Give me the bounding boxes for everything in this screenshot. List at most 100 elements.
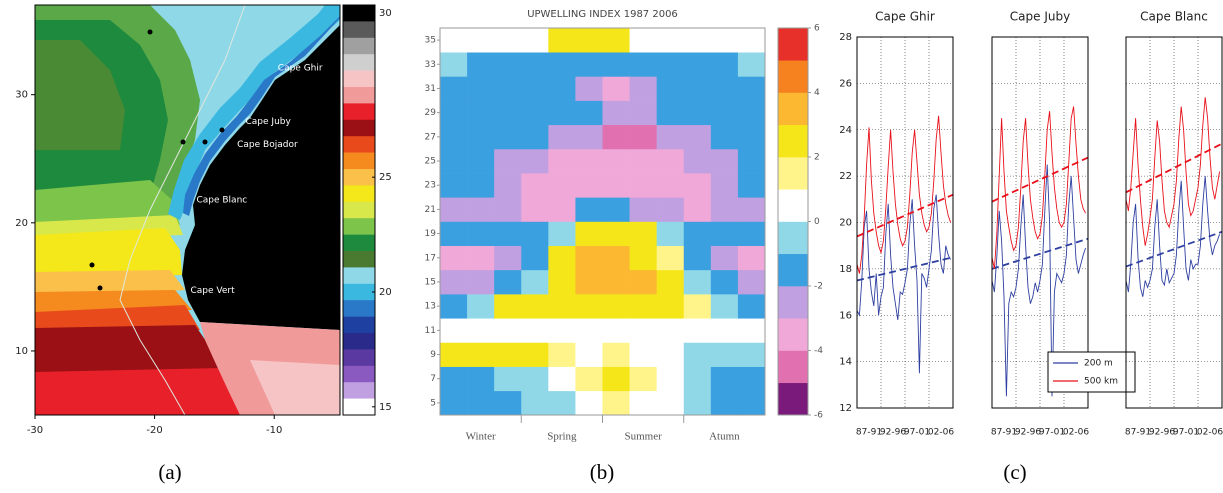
- x-tick-label: 87-91: [856, 428, 882, 438]
- heat-cell: [440, 76, 468, 101]
- plot-frame: [856, 36, 954, 409]
- heat-cell: [602, 294, 630, 319]
- heat-cell: [710, 342, 739, 367]
- heat-cell: [467, 318, 495, 343]
- heat-cell: [683, 76, 712, 101]
- cape-label: Cape Bojador: [237, 140, 298, 150]
- heat-cell: [683, 294, 712, 319]
- x-tick-label: 02-06: [1063, 428, 1089, 438]
- heat-cell: [467, 390, 495, 416]
- heat-cell: [737, 269, 766, 295]
- y-tick-label: 11: [425, 326, 436, 336]
- trend-line: [1125, 230, 1223, 268]
- heat-cell: [548, 269, 576, 295]
- heat-cell: [656, 269, 685, 295]
- y-tick-label: 30: [15, 90, 28, 101]
- heat-cell: [602, 124, 630, 150]
- heat-cell: [521, 269, 549, 295]
- series-line: [991, 164, 1087, 397]
- colorbar-segment: [343, 349, 375, 367]
- heat-cell: [548, 124, 576, 150]
- heat-cell: [683, 390, 712, 416]
- heat-cell: [710, 76, 739, 101]
- heat-cell: [602, 269, 630, 295]
- heat-cell: [737, 318, 766, 343]
- heat-cell: [440, 318, 468, 343]
- x-tick-label: -20: [146, 425, 162, 436]
- heat-cell: [575, 245, 603, 271]
- cape-label: Cape Juby: [246, 117, 292, 127]
- heat-cell: [737, 366, 766, 392]
- plot-frame: [1125, 36, 1223, 409]
- series-line: [856, 194, 951, 374]
- heat-cell: [737, 52, 766, 77]
- heat-cell: [467, 269, 495, 295]
- sst-zone: [35, 40, 125, 150]
- sst-zone: [35, 325, 220, 380]
- panel-caption: (c): [1003, 460, 1026, 484]
- heat-cell: [521, 28, 549, 53]
- heat-cell: [521, 124, 549, 150]
- heat-cell: [602, 318, 630, 343]
- y-tick-label: 27: [425, 132, 436, 142]
- chart-title: UPWELLING INDEX 1987 2006: [527, 9, 678, 20]
- heat-cell: [548, 342, 576, 367]
- heat-cell: [656, 390, 685, 416]
- colorbar-tick-label: 25: [379, 172, 392, 183]
- colorbar-segment: [778, 382, 808, 416]
- colorbar-tick-label: -6: [814, 411, 823, 421]
- heat-cell: [656, 294, 685, 319]
- heat-cell: [548, 100, 576, 126]
- heat-cell: [602, 100, 630, 126]
- heat-cell: [629, 390, 657, 416]
- y-tick-label: 7: [430, 374, 436, 384]
- blob: [147, 29, 153, 35]
- y-tick-label: 35: [425, 36, 436, 46]
- heat-cell: [575, 28, 603, 53]
- colorbar-segment: [778, 350, 808, 384]
- heat-cell: [683, 52, 712, 77]
- heat-cell: [629, 173, 657, 198]
- colorbar-frame: [342, 4, 376, 416]
- x-tick-label: 87-91: [1125, 428, 1151, 438]
- x-tick-label: Winter: [466, 431, 496, 443]
- colorbar-segment: [343, 234, 375, 252]
- heat-cell: [656, 28, 685, 53]
- colorbar-tick-label: 6: [814, 24, 820, 34]
- heat-cell: [467, 124, 495, 150]
- colorbar-tick-label: 0: [814, 217, 820, 227]
- heat-cell: [548, 148, 576, 174]
- map-frame: [34, 4, 341, 416]
- trend-line: [856, 193, 954, 238]
- heat-cell: [575, 342, 603, 367]
- colorbar-segment: [343, 267, 375, 285]
- heat-cell: [575, 197, 603, 222]
- blob: [97, 285, 103, 291]
- x-tick-label: -10: [266, 425, 282, 436]
- blob: [89, 262, 95, 268]
- heat-cell: [737, 173, 766, 198]
- heat-cell: [629, 245, 657, 271]
- x-tick-label: 97-01: [1039, 428, 1065, 438]
- heat-cell: [656, 100, 685, 126]
- heat-cell: [656, 245, 685, 271]
- colorbar-segment: [343, 87, 375, 104]
- colorbar-segment: [343, 136, 375, 153]
- heat-cell: [548, 28, 576, 53]
- heat-cell: [548, 76, 576, 101]
- heat-cell: [629, 342, 657, 367]
- heat-cell: [683, 221, 712, 246]
- trend-line: [991, 156, 1089, 203]
- heat-cell: [683, 269, 712, 295]
- colorbar-segment: [778, 253, 808, 287]
- heat-cell: [521, 221, 549, 246]
- heat-cell: [629, 76, 657, 101]
- chart-title: Cape Juby: [1010, 10, 1070, 24]
- heat-cell: [710, 52, 739, 77]
- heat-cell: [548, 197, 576, 222]
- heat-cell: [494, 390, 522, 416]
- heat-cell: [521, 148, 549, 174]
- heat-cell: [602, 52, 630, 77]
- y-tick-label: 19: [425, 229, 437, 239]
- heat-cell: [440, 100, 468, 126]
